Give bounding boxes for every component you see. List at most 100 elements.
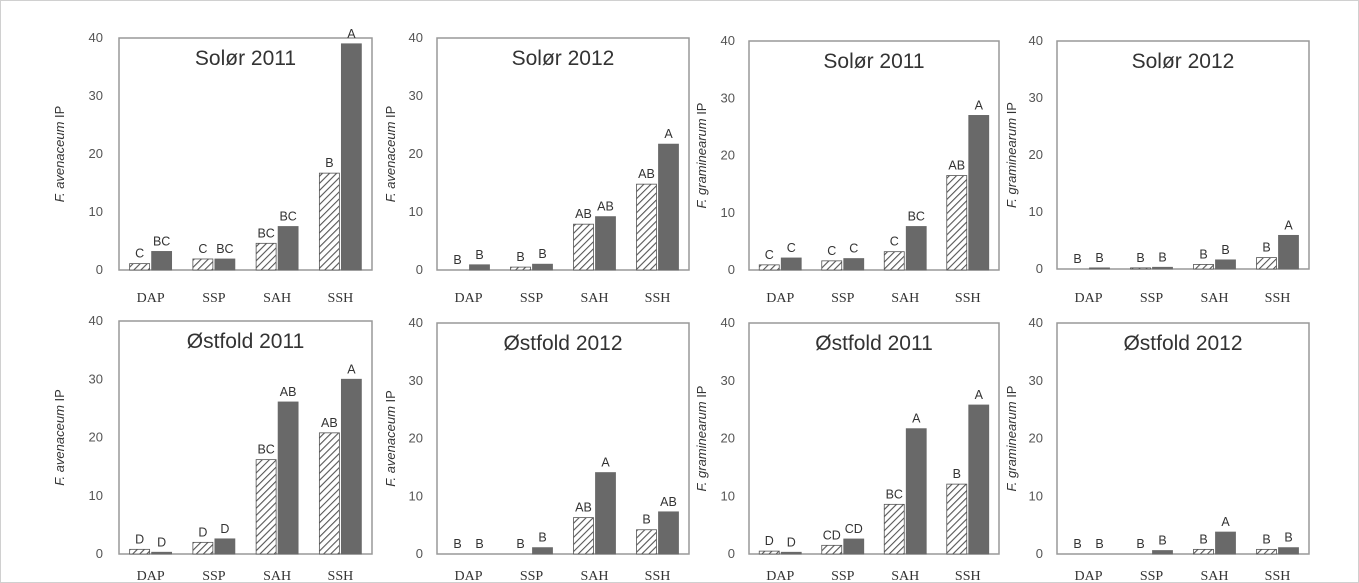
hatched-bar [946, 175, 968, 271]
x-category-label: SSP [1140, 569, 1164, 583]
bar-significance-label: AB [280, 385, 297, 399]
y-tick-label: 0 [96, 546, 103, 561]
chart-title: Solør 2011 [195, 47, 296, 70]
bar-significance-label: B [1221, 243, 1229, 257]
bar-significance-label: B [1199, 532, 1207, 546]
bar-significance-label: D [220, 522, 229, 536]
y-axis-label-unit: IP [383, 106, 398, 122]
bar-significance-label: A [347, 27, 356, 41]
y-tick-label: 0 [416, 546, 423, 561]
bar-significance-label: D [198, 525, 207, 539]
x-category-label: DAP [454, 569, 482, 583]
x-category-label: SSP [520, 291, 544, 306]
y-tick-label: 0 [416, 262, 423, 277]
hatched-bar [1256, 257, 1277, 270]
solid-bar [843, 538, 865, 555]
y-tick-label: 20 [1029, 431, 1043, 446]
y-axis-label-unit: IP [1004, 386, 1019, 402]
x-category-label: SSH [328, 291, 354, 306]
x-category-label: SSP [202, 569, 226, 583]
y-axis-label-species: F. avenaceum [52, 121, 67, 202]
chart-title: Østfold 2011 [815, 332, 933, 355]
y-tick-label: 20 [409, 146, 423, 161]
solid-bar [780, 551, 802, 555]
solid-bar [658, 143, 679, 271]
y-axis-label: F. avenaceum IP [383, 106, 398, 203]
bar-significance-label: B [516, 537, 524, 551]
x-category-label: SSP [202, 291, 226, 306]
bar-significance-label: B [475, 537, 483, 551]
y-tick-label: 10 [89, 488, 103, 503]
solid-bar [658, 511, 679, 555]
solid-bar [1215, 531, 1236, 555]
solid-bar [595, 216, 616, 271]
bar-significance-label: CD [823, 528, 841, 542]
y-axis-label-unit: IP [52, 389, 67, 405]
x-category-label: DAP [1074, 291, 1102, 306]
bar-significance-label: B [1158, 534, 1166, 548]
bar-significance-label: C [890, 235, 899, 249]
hatched-bar [318, 172, 340, 271]
bar-significance-label: B [538, 531, 546, 545]
y-axis-label-species: F. avenaceum [383, 121, 398, 202]
hatched-bar [821, 260, 843, 271]
y-tick-label: 30 [89, 371, 103, 386]
plot-frame [1056, 322, 1310, 555]
bar-significance-label: D [765, 534, 774, 548]
plot-frame [118, 37, 373, 271]
y-tick-label: 40 [89, 30, 103, 45]
y-axis-label: F. graminearum IP [694, 103, 709, 209]
solid-bar [214, 258, 236, 271]
bar-significance-label: B [642, 513, 650, 527]
y-tick-label: 40 [409, 30, 423, 45]
chart-panel-8: 0 10 20 30 40 F. graminearum IP Østfold 2012 DA… [1004, 315, 1310, 583]
y-tick-label: 10 [1029, 488, 1043, 503]
y-tick-label: 20 [721, 148, 735, 163]
x-category-label: DAP [137, 291, 165, 306]
hatched-bar [883, 503, 905, 555]
y-tick-label: 10 [721, 488, 735, 503]
y-axis-label-species: F. avenaceum [52, 405, 67, 486]
x-category-label: SAH [263, 291, 291, 306]
y-tick-label: 30 [89, 88, 103, 103]
hatched-bar [255, 242, 277, 271]
y-axis-label: F. avenaceum IP [52, 106, 67, 203]
y-tick-label: 40 [89, 313, 103, 328]
plot-frame [748, 40, 1000, 271]
solid-bar [1089, 267, 1110, 270]
solid-bar [469, 264, 490, 271]
solid-bar [1215, 259, 1236, 270]
y-tick-label: 30 [409, 373, 423, 388]
x-category-label: SSH [955, 291, 981, 306]
y-tick-label: 0 [728, 262, 735, 277]
y-tick-label: 40 [721, 33, 735, 48]
hatched-bar [1256, 548, 1277, 555]
bar-significance-label: BC [257, 443, 274, 457]
solid-bar [151, 551, 173, 555]
bar-significance-label: BC [908, 209, 925, 223]
x-category-label: SSH [328, 569, 354, 583]
chart-panel-3: 0 10 20 30 40 F. graminearum IP Solør 2011 DAP C… [694, 33, 1000, 306]
bar-significance-label: A [347, 362, 356, 376]
solid-bar [1152, 550, 1173, 555]
y-axis-label-species: F. graminearum [694, 118, 709, 208]
x-category-label: SAH [891, 291, 919, 306]
solid-bar [214, 538, 236, 555]
bar-significance-label: C [135, 247, 144, 261]
y-tick-label: 10 [89, 204, 103, 219]
y-axis-label: F. avenaceum IP [383, 390, 398, 487]
bar-significance-label: AB [597, 200, 614, 214]
bar-significance-label: BC [886, 487, 903, 501]
x-category-label: SAH [1200, 291, 1228, 306]
y-tick-label: 20 [721, 431, 735, 446]
bar-significance-label: B [1199, 247, 1207, 261]
bar-significance-label: A [975, 388, 984, 402]
x-category-label: SSP [520, 569, 544, 583]
chart-title: Østfold 2012 [503, 332, 622, 355]
solid-bar [340, 43, 362, 271]
bar-significance-label: AB [948, 159, 965, 173]
bar-significance-label: A [1221, 515, 1230, 529]
